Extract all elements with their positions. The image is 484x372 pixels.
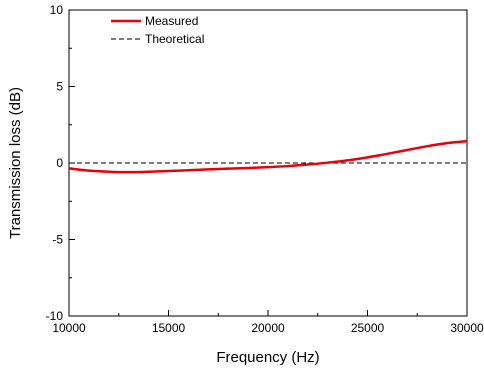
y-tick-label: 10 [50, 3, 64, 17]
x-tick-label: 10000 [52, 321, 86, 335]
x-tick-label: 30000 [450, 321, 484, 335]
x-axis-title: Frequency (Hz) [216, 349, 319, 366]
y-tick-label: -5 [52, 233, 63, 247]
x-tick-label: 25000 [351, 321, 385, 335]
x-tick-label: 15000 [152, 321, 186, 335]
y-tick-label: 0 [56, 156, 63, 170]
tick-labels: 10000 15000 20000 25000 30000 -10 -5 0 5 10 [46, 3, 484, 335]
x-tick-label: 20000 [251, 321, 285, 335]
legend-label-theoretical: Theoretical [145, 32, 204, 46]
y-tick-label: -10 [46, 309, 64, 323]
y-axis-title: Transmission loss (dB) [7, 87, 24, 239]
legend: Measured Theoretical [111, 14, 204, 46]
y-tick-label: 5 [56, 80, 63, 94]
legend-label-measured: Measured [145, 14, 198, 28]
series-layer [68, 139, 468, 174]
series-measured-line [68, 139, 468, 174]
